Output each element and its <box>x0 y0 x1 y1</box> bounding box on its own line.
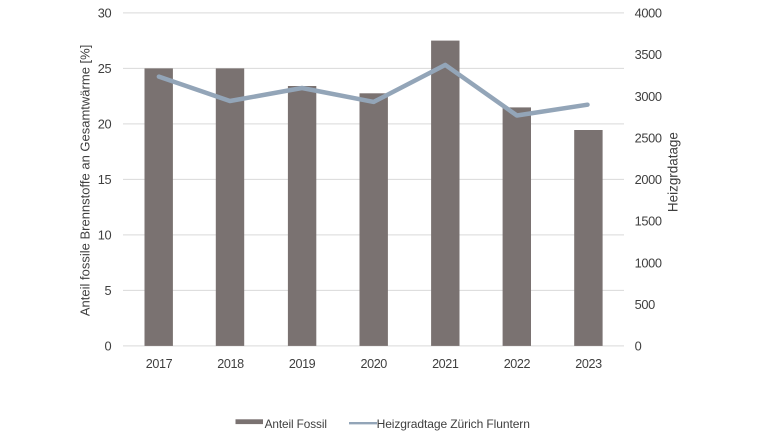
svg-text:3500: 3500 <box>635 47 662 62</box>
svg-text:2017: 2017 <box>146 357 173 371</box>
svg-text:25: 25 <box>98 61 112 76</box>
svg-text:1000: 1000 <box>635 255 662 270</box>
svg-text:2020: 2020 <box>360 357 387 371</box>
svg-text:30: 30 <box>98 6 112 21</box>
svg-text:2021: 2021 <box>432 357 459 371</box>
svg-text:3000: 3000 <box>635 89 662 104</box>
svg-text:Heizgrdatage: Heizgrdatage <box>666 132 681 212</box>
svg-text:0: 0 <box>635 339 642 354</box>
svg-text:2018: 2018 <box>217 357 244 371</box>
svg-text:2023: 2023 <box>575 357 602 371</box>
svg-text:2019: 2019 <box>289 357 316 371</box>
svg-text:2000: 2000 <box>635 172 662 187</box>
svg-text:20: 20 <box>98 117 112 132</box>
svg-text:500: 500 <box>635 297 656 312</box>
svg-text:4000: 4000 <box>635 6 662 21</box>
svg-text:10: 10 <box>98 228 112 243</box>
svg-text:2022: 2022 <box>504 357 531 371</box>
svg-text:0: 0 <box>105 339 112 354</box>
svg-text:Heizgradtage Zürich Fluntern: Heizgradtage Zürich Fluntern <box>377 417 530 431</box>
svg-text:1500: 1500 <box>635 214 662 229</box>
svg-text:2500: 2500 <box>635 130 662 145</box>
svg-text:Anteil fossile Brennstoffe an: Anteil fossile Brennstoffe an Gesamtwärm… <box>77 45 92 316</box>
svg-text:15: 15 <box>98 172 112 187</box>
svg-text:Anteil Fossil: Anteil Fossil <box>265 417 327 431</box>
svg-text:5: 5 <box>105 283 112 298</box>
